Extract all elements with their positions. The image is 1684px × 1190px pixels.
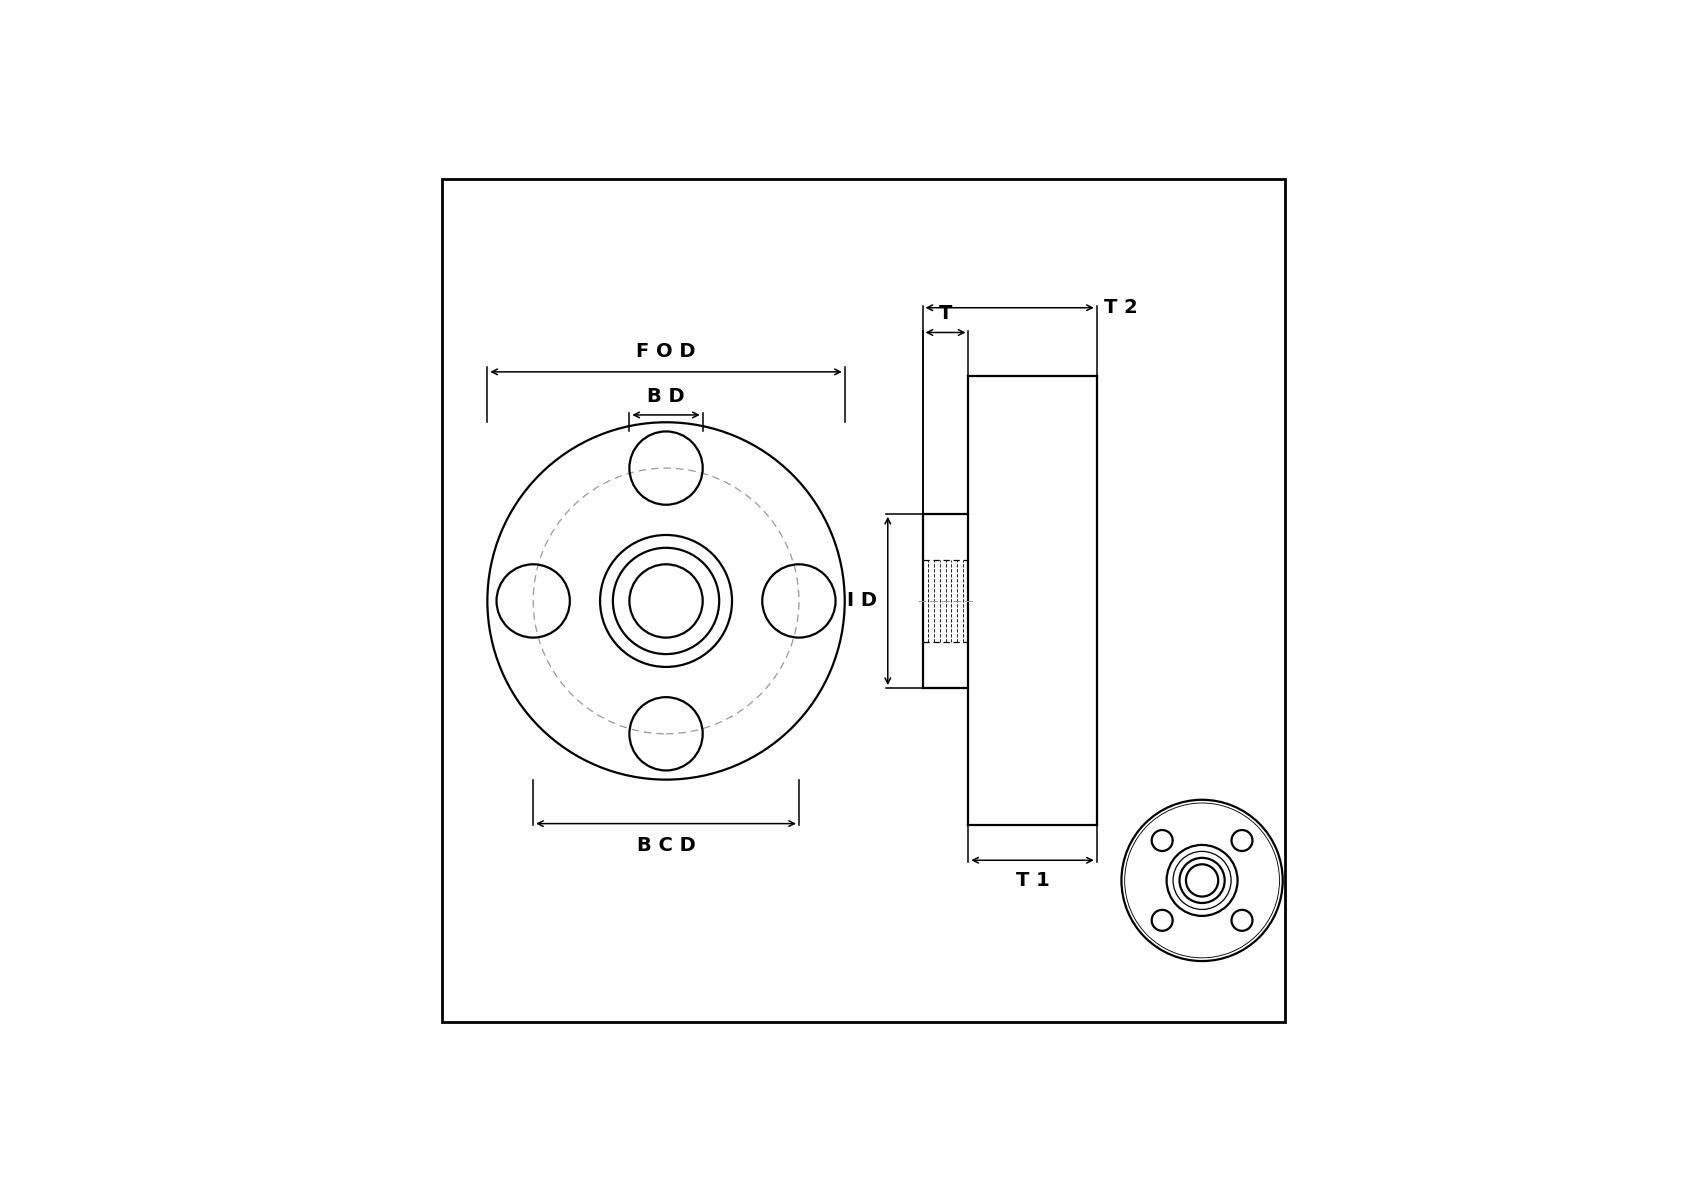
Text: I D: I D [847,591,877,610]
Text: T: T [938,305,951,324]
Text: B C D: B C D [637,835,695,854]
Text: F O D: F O D [637,342,695,361]
Text: T 2: T 2 [1105,299,1138,318]
Text: B D: B D [647,387,685,406]
Text: T 1: T 1 [1015,871,1049,890]
